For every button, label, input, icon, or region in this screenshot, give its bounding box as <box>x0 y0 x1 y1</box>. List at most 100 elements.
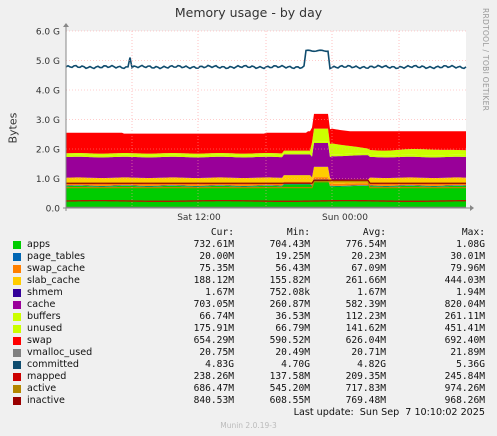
legend-row-swap-cache: swap_cache 75.35M 56.43M 67.09M 79.96M <box>10 263 490 275</box>
legend-cur: 20.75M <box>199 347 234 358</box>
legend-min: 137.58M <box>269 371 310 382</box>
legend-row-mapped: mapped 238.26M 137.58M 209.35M 245.84M <box>10 371 490 383</box>
legend-min: 56.43M <box>275 263 310 274</box>
legend-cur: 654.29M <box>193 335 234 346</box>
legend-row-inactive: inactive 840.53M 608.55M 769.48M 968.26M <box>10 395 490 407</box>
max-header: Max: <box>461 227 485 238</box>
legend-row-apps: apps 732.61M 704.43M 776.54M 1.08G <box>10 239 490 251</box>
legend-avg: 209.35M <box>345 371 386 382</box>
legend-avg: 717.83M <box>345 383 386 394</box>
legend-row-unused: unused 175.91M 66.79M 141.62M 451.41M <box>10 323 490 335</box>
y-axis-label: Bytes <box>6 112 20 144</box>
legend-max: 1.94M <box>456 287 485 298</box>
rrdtool-credit: RRDTOOL / TOBI OETIKER <box>481 8 490 112</box>
legend-max: 974.26M <box>444 383 485 394</box>
legend-max: 451.41M <box>444 323 485 334</box>
legend-name: swap_cache <box>27 263 86 274</box>
legend-swatch <box>13 241 21 249</box>
legend-name: cache <box>27 299 56 310</box>
legend-min: 590.52M <box>269 335 310 346</box>
line-inactive <box>66 179 466 184</box>
y-axis-arrow <box>63 23 69 27</box>
legend-swatch <box>13 373 21 381</box>
legend-avg: 626.04M <box>345 335 386 346</box>
legend-name: active <box>27 383 57 394</box>
legend-cur: 703.05M <box>193 299 234 310</box>
legend-row-page-tables: page_tables 20.00M 19.25M 20.23M 30.01M <box>10 251 490 263</box>
legend-row-buffers: buffers 66.74M 36.53M 112.23M 261.11M <box>10 311 490 323</box>
legend-min: 19.25M <box>275 251 310 262</box>
legend-min: 545.20M <box>269 383 310 394</box>
legend-name: vmalloc_used <box>27 347 93 358</box>
legend-min: 36.53M <box>275 311 310 322</box>
legend-min: 752.08k <box>269 287 310 298</box>
legend-avg: 261.66M <box>345 275 386 286</box>
area-shmem <box>66 166 466 181</box>
y-tick-label: 3.0 G <box>36 116 60 126</box>
legend-cur: 175.91M <box>193 323 234 334</box>
legend-avg: 769.48M <box>345 395 386 406</box>
legend-max: 79.96M <box>450 263 485 274</box>
legend-cur: 732.61M <box>193 239 234 250</box>
legend-cur: 686.47M <box>193 383 234 394</box>
y-tick-label: 5.0 G <box>36 57 60 67</box>
legend-min: 155.82M <box>269 275 310 286</box>
legend-max: 30.01M <box>450 251 485 262</box>
legend-row-cache: cache 703.05M 260.87M 582.39M 820.04M <box>10 299 490 311</box>
legend-name: swap <box>27 335 52 346</box>
legend-name: inactive <box>27 395 65 406</box>
legend-min: 260.87M <box>269 299 310 310</box>
legend-max: 245.84M <box>444 371 485 382</box>
area-page-tables <box>66 179 466 187</box>
legend-table: Cur: Min: Avg: Max: apps 732.61M 704.43M 77… <box>10 227 490 420</box>
legend-min: 704.43M <box>269 239 310 250</box>
legend-name: mapped <box>27 371 67 382</box>
munin-version: Munin 2.0.19-3 <box>220 421 277 430</box>
legend-cur: 20.00M <box>199 251 234 262</box>
chart-title: Memory usage - by day <box>174 5 323 20</box>
last-update-text: Last update: Sun Sep 7 10:10:02 2025 <box>293 407 485 418</box>
legend-swatch <box>13 361 21 369</box>
legend-name: unused <box>27 323 63 334</box>
legend-row-active: active 686.47M 545.20M 717.83M 974.26M <box>10 383 490 395</box>
cur-header: Cur: <box>210 227 234 238</box>
legend-name: page_tables <box>27 251 86 262</box>
legend-header: Cur: Min: Avg: Max: <box>10 227 490 239</box>
legend-min: 66.79M <box>275 323 310 334</box>
legend-swatch <box>13 277 21 285</box>
legend-swatch <box>13 253 21 261</box>
legend-max: 444.03M <box>444 275 485 286</box>
legend-avg: 141.62M <box>345 323 386 334</box>
legend-avg: 112.23M <box>345 311 386 322</box>
legend-swatch <box>13 289 21 297</box>
legend-max: 21.89M <box>450 347 485 358</box>
legend-max: 1.08G <box>456 239 485 250</box>
legend-avg: 1.67M <box>357 287 386 298</box>
y-tick-label: 4.0 G <box>36 87 60 97</box>
legend-cur: 75.35M <box>199 263 234 274</box>
legend-swatch <box>13 337 21 345</box>
legend-max: 5.36G <box>456 359 485 370</box>
legend-cur: 238.26M <box>193 371 234 382</box>
legend-swatch <box>13 397 21 405</box>
legend-row-committed: committed 4.83G 4.70G 4.82G 5.36G <box>10 359 490 371</box>
legend-name: apps <box>27 239 51 250</box>
area-slab-cache <box>66 166 466 184</box>
legend-max: 261.11M <box>444 311 485 322</box>
legend-avg: 776.54M <box>345 239 386 250</box>
legend-name: buffers <box>27 311 61 322</box>
x-tick-label: Sun 00:00 <box>322 213 368 223</box>
legend-min: 608.55M <box>269 395 310 406</box>
y-tick-label: 1.0 G <box>36 175 60 185</box>
line-mapped <box>65 200 467 202</box>
legend-avg: 4.82G <box>357 359 386 370</box>
legend-min: 20.49M <box>275 347 310 358</box>
avg-header: Avg: <box>362 227 386 238</box>
legend-swatch <box>13 385 21 393</box>
area-unused <box>66 128 466 156</box>
legend-name: committed <box>27 359 80 370</box>
legend-cur: 66.74M <box>199 311 234 322</box>
legend-max: 968.26M <box>444 395 485 406</box>
legend-row-shmem: shmem 1.67M 752.08k 1.67M 1.94M <box>10 287 490 299</box>
x-tick-label: Sat 12:00 <box>177 213 221 223</box>
